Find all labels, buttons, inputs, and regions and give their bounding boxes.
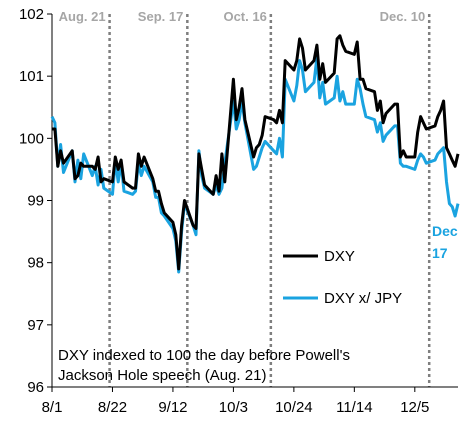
x-tick-label: 8/1: [42, 399, 63, 416]
series-line-dxy-x-jpy: [50, 56, 460, 274]
annotation-line-1: DXY indexed to 100 the day before Powell…: [58, 347, 350, 364]
series-lines: [50, 34, 460, 274]
series-line-dxy: [52, 34, 460, 271]
end-date-label: Dec 17: [432, 223, 458, 261]
end-label-month: Dec: [432, 223, 458, 239]
x-tick-label: 10/24: [275, 399, 313, 416]
event-label: Sep. 17: [138, 9, 184, 24]
event-label: Aug. 21: [59, 9, 106, 24]
y-tick-label: 96: [27, 379, 44, 396]
y-tick-label: 102: [19, 6, 44, 23]
y-tick-label: 98: [27, 255, 44, 272]
axes: [51, 14, 458, 388]
legend-label-dxy: DXY: [324, 248, 355, 265]
y-tick-label: 101: [19, 68, 44, 85]
chart-annotation: DXY indexed to 100 the day before Powell…: [58, 347, 350, 384]
x-axis-ticks: 8/1 8/22 9/12 10/3 10/24 11/14 12/5: [42, 387, 429, 416]
end-label-day: 17: [432, 245, 448, 261]
x-tick-label: 10/3: [219, 399, 248, 416]
event-label: Oct. 16: [223, 9, 266, 24]
y-tick-label: 97: [27, 317, 44, 334]
legend-label-dxy-x-jpy: DXY x/ JPY: [324, 290, 402, 307]
y-tick-label: 100: [19, 130, 44, 147]
y-tick-label: 99: [27, 193, 44, 210]
annotation-line-2: Jackson Hole speech (Aug. 21): [58, 367, 266, 384]
x-tick-label: 8/22: [98, 399, 127, 416]
event-labels: Aug. 21 Sep. 17 Oct. 16 Dec. 10: [59, 9, 426, 24]
event-markers: [108, 14, 431, 387]
x-tick-label: 12/5: [400, 399, 429, 416]
x-tick-label: 9/12: [158, 399, 187, 416]
x-tick-label: 11/14: [336, 399, 372, 416]
event-label: Dec. 10: [380, 9, 426, 24]
y-axis-ticks: 96 97 98 99 100 101 102: [19, 6, 52, 396]
legend: DXY DXY x/ JPY: [283, 248, 402, 307]
